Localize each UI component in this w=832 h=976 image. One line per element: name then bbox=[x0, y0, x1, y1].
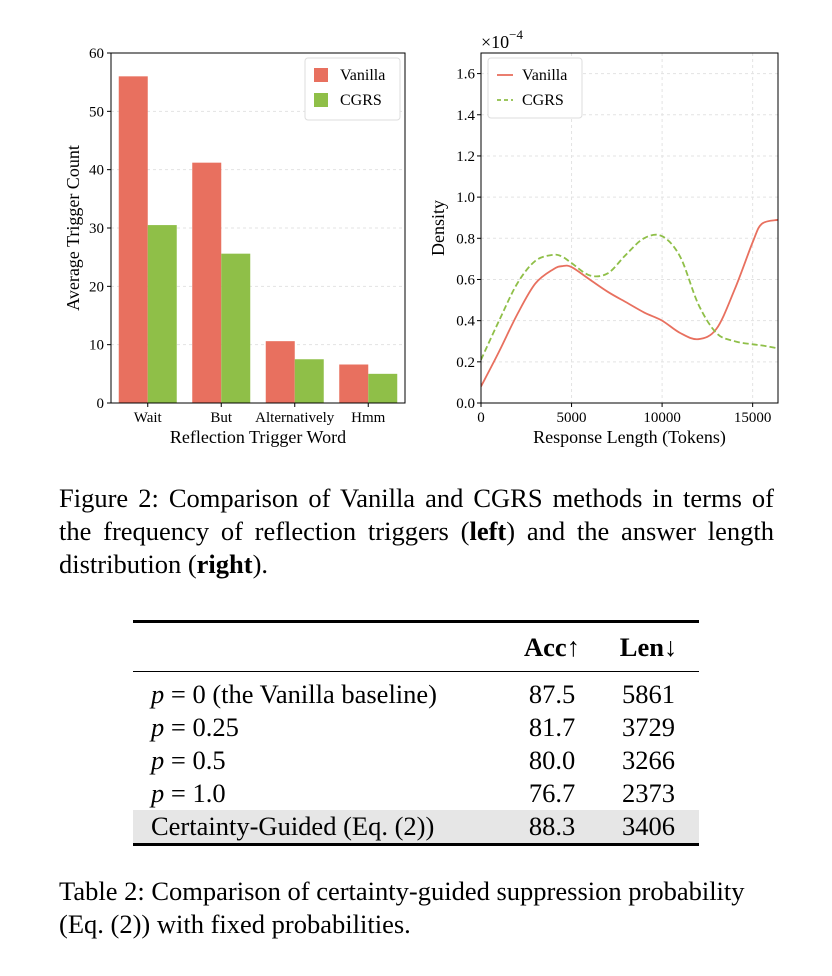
caption-text-3: ). bbox=[252, 549, 269, 579]
bar-chart-left: Wait But Alternatively Hmm 0 10 20 30 40 50 60 Refl… bbox=[63, 46, 406, 447]
row-acc: 87.5 bbox=[528, 679, 576, 709]
legend-label-cgrs: CGRS bbox=[522, 92, 564, 109]
bar-vanilla-alternatively bbox=[265, 341, 295, 403]
line-cgrs bbox=[481, 233, 778, 361]
x-axis-label: Reflection Trigger Word bbox=[170, 427, 346, 447]
y-tick-label: 1.6 bbox=[456, 67, 475, 83]
y-tick-label: 30 bbox=[89, 221, 104, 237]
bar-vanilla-but bbox=[192, 162, 222, 403]
legend-swatch-vanilla bbox=[314, 68, 328, 82]
results-table: Acc↑ Len↓ p = 0 (the Vanilla baseline) 8… bbox=[133, 620, 699, 846]
y-axis-label: Average Trigger Count bbox=[63, 145, 83, 311]
row-config: Certainty-Guided (Eq. (2)) bbox=[133, 810, 506, 846]
row-len: 2373 bbox=[622, 778, 675, 808]
row-config: p = 0.25 bbox=[151, 712, 239, 742]
scale-factor: ×10−4 bbox=[481, 27, 523, 52]
y-tick-label: 1.0 bbox=[456, 190, 475, 206]
y-tick-label: 40 bbox=[89, 163, 104, 179]
header-acc: Acc↑ bbox=[506, 620, 598, 672]
bar-cgrs-hmm bbox=[368, 373, 398, 403]
x-axis-label: Response Length (Tokens) bbox=[533, 427, 726, 448]
y-tick-label: 20 bbox=[89, 279, 104, 295]
caption-text-1: Figure 2: Comparison of Vanilla and CGRS… bbox=[59, 483, 774, 546]
table-header-row: Acc↑ Len↓ bbox=[133, 620, 699, 672]
x-tick-label: But bbox=[210, 410, 233, 426]
table-row: p = 0.25 81.7 3729 bbox=[133, 711, 699, 744]
table-row-highlighted: Certainty-Guided (Eq. (2)) 88.3 3406 bbox=[133, 810, 699, 846]
y-tick-label: 0 bbox=[97, 396, 105, 412]
row-acc: 81.7 bbox=[528, 712, 576, 742]
figure-caption: Figure 2: Comparison of Vanilla and CGRS… bbox=[59, 482, 774, 581]
caption-left-word: left bbox=[469, 516, 507, 546]
header-len: Len↓ bbox=[598, 620, 699, 672]
legend-swatch-cgrs bbox=[314, 93, 328, 107]
bar-vanilla-hmm bbox=[339, 364, 369, 403]
y-axis-label: Density bbox=[428, 200, 448, 256]
bar-vanilla-wait bbox=[118, 76, 148, 403]
row-len: 3266 bbox=[622, 745, 675, 775]
figure-2: Wait But Alternatively Hmm 0 10 20 30 40 50 60 Refl… bbox=[63, 27, 779, 448]
row-config: p = 0 (the Vanilla baseline) bbox=[151, 679, 438, 709]
y-tick-label: 60 bbox=[89, 46, 104, 62]
table-row: p = 0.5 80.0 3266 bbox=[133, 744, 699, 777]
line-vanilla bbox=[481, 218, 778, 387]
plot-frame bbox=[480, 52, 779, 404]
table-row: p = 1.0 76.7 2373 bbox=[133, 777, 699, 810]
y-tick-label: 1.2 bbox=[456, 149, 475, 165]
x-tick-label: Alternatively bbox=[255, 410, 335, 426]
row-config: p = 1.0 bbox=[151, 778, 226, 808]
row-config: p = 0.5 bbox=[151, 745, 226, 775]
y-tick-label: 0.6 bbox=[456, 272, 475, 288]
row-acc: 88.3 bbox=[506, 810, 598, 846]
table-row: p = 0 (the Vanilla baseline) 87.5 5861 bbox=[133, 672, 699, 712]
row-acc: 76.7 bbox=[528, 778, 576, 808]
y-tick-label: 1.4 bbox=[456, 108, 475, 124]
legend-box bbox=[304, 57, 401, 121]
legend-label-cgrs: CGRS bbox=[340, 92, 382, 109]
x-tick-label: Hmm bbox=[351, 410, 386, 426]
x-tick-label: 5000 bbox=[557, 410, 587, 426]
legend-box bbox=[487, 57, 583, 119]
row-len: 5861 bbox=[622, 679, 675, 709]
x-tick-label: 10000 bbox=[643, 410, 681, 426]
y-tick-label: 0.8 bbox=[456, 231, 475, 247]
row-len: 3406 bbox=[598, 810, 699, 846]
density-chart-right: 0.0 0.2 0.4 0.6 0.8 1.0 1.2 1.4 1.6 0 5000 10000 150… bbox=[428, 27, 779, 448]
y-tick-label: 50 bbox=[89, 104, 104, 120]
y-tick-label: 0.0 bbox=[456, 396, 475, 412]
bar-cgrs-wait bbox=[147, 225, 177, 403]
row-acc: 80.0 bbox=[528, 745, 576, 775]
y-tick-label: 0.2 bbox=[456, 355, 475, 371]
legend-label-vanilla: Vanilla bbox=[340, 67, 385, 84]
bar-cgrs-alternatively bbox=[294, 359, 324, 403]
row-len: 3729 bbox=[622, 712, 675, 742]
caption-right-word: right bbox=[196, 549, 253, 579]
caption-text-2: ) and the answer length distribution ( bbox=[59, 516, 774, 579]
x-tick-label: 15000 bbox=[734, 410, 772, 426]
table-caption: Table 2: Comparison of certainty-guided … bbox=[59, 876, 745, 939]
bar-cgrs-but bbox=[221, 253, 251, 403]
y-tick-label: 0.4 bbox=[456, 314, 475, 330]
header-config bbox=[133, 620, 506, 672]
legend-label-vanilla: Vanilla bbox=[522, 67, 567, 84]
x-tick-label: Wait bbox=[134, 410, 163, 426]
y-tick-label: 10 bbox=[89, 338, 104, 354]
x-tick-label: 0 bbox=[477, 410, 485, 426]
